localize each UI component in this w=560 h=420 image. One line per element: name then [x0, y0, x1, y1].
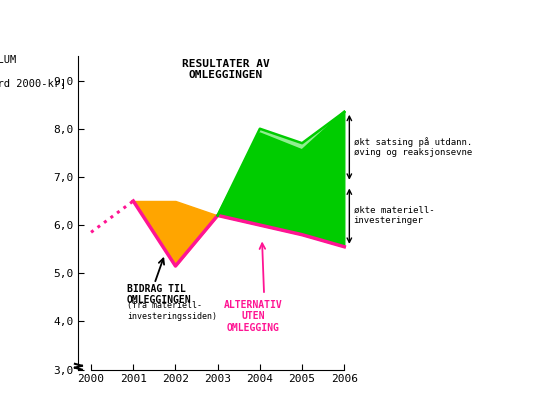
Text: VOLUM: VOLUM — [0, 55, 16, 65]
Text: (fra materiell-
investeringssiden): (fra materiell- investeringssiden) — [127, 301, 217, 320]
Text: BIDRAG TIL
OMLEGGINGEN: BIDRAG TIL OMLEGGINGEN — [127, 284, 192, 305]
Text: [mrd 2000-kr]: [mrd 2000-kr] — [0, 78, 67, 88]
Text: økt satsing på utdann.
øving og reaksjonsevne: økt satsing på utdann. øving og reaksjon… — [353, 137, 472, 157]
Text: økte materiell-
investeringer: økte materiell- investeringer — [353, 206, 434, 225]
Text: ALTERNATIV
UTEN
OMLEGGING: ALTERNATIV UTEN OMLEGGING — [224, 300, 283, 333]
Text: RESULTATER AV
OMLEGGINGEN: RESULTATER AV OMLEGGINGEN — [182, 59, 270, 81]
